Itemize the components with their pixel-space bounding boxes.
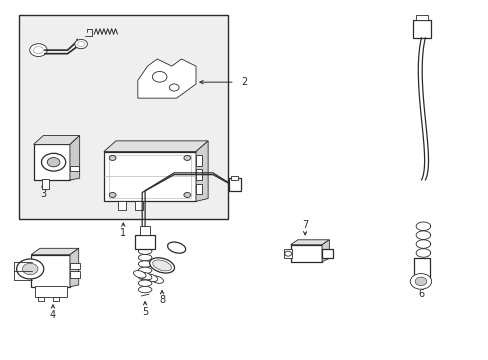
Ellipse shape xyxy=(138,255,152,261)
Text: 6: 6 xyxy=(418,289,424,299)
Bar xyxy=(35,286,66,297)
Polygon shape xyxy=(31,248,79,255)
Bar xyxy=(196,155,202,166)
Bar xyxy=(19,14,227,219)
Ellipse shape xyxy=(149,258,174,273)
Circle shape xyxy=(30,44,47,57)
Polygon shape xyxy=(322,240,329,262)
Bar xyxy=(322,249,332,258)
Bar xyxy=(135,235,155,249)
Ellipse shape xyxy=(138,248,152,255)
Bar xyxy=(135,201,142,210)
Circle shape xyxy=(109,156,116,161)
Bar xyxy=(118,201,125,210)
Circle shape xyxy=(41,153,65,171)
Circle shape xyxy=(75,40,87,49)
Bar xyxy=(39,297,44,301)
Circle shape xyxy=(183,156,190,161)
Circle shape xyxy=(17,259,44,279)
Polygon shape xyxy=(290,240,329,245)
Bar xyxy=(108,155,191,198)
Circle shape xyxy=(183,193,190,197)
Bar xyxy=(53,297,59,301)
Text: 2: 2 xyxy=(241,77,247,87)
Ellipse shape xyxy=(145,274,157,282)
Ellipse shape xyxy=(151,276,163,283)
Circle shape xyxy=(409,274,431,289)
Bar xyxy=(413,258,429,280)
Circle shape xyxy=(414,277,426,286)
Text: 1: 1 xyxy=(120,228,126,238)
Ellipse shape xyxy=(138,280,152,287)
Circle shape xyxy=(169,84,179,91)
Bar xyxy=(284,249,291,258)
Bar xyxy=(70,271,80,278)
Bar xyxy=(196,169,202,180)
Bar xyxy=(103,152,196,201)
Circle shape xyxy=(47,158,60,167)
Ellipse shape xyxy=(138,274,152,280)
Circle shape xyxy=(34,46,43,54)
Ellipse shape xyxy=(133,271,146,278)
Bar xyxy=(31,255,70,287)
Ellipse shape xyxy=(152,260,171,271)
Ellipse shape xyxy=(167,242,185,253)
Ellipse shape xyxy=(139,273,152,280)
Text: 4: 4 xyxy=(50,310,56,320)
Bar xyxy=(70,166,79,171)
Bar xyxy=(412,20,430,38)
Circle shape xyxy=(152,72,166,82)
Text: 5: 5 xyxy=(142,307,148,317)
Bar xyxy=(230,176,238,180)
Bar xyxy=(415,14,427,20)
Ellipse shape xyxy=(138,287,152,293)
Bar xyxy=(228,178,240,191)
Bar xyxy=(196,184,202,194)
Ellipse shape xyxy=(138,267,152,274)
Polygon shape xyxy=(103,141,208,152)
Bar xyxy=(290,245,322,262)
Circle shape xyxy=(284,251,291,256)
Bar xyxy=(34,144,70,180)
Polygon shape xyxy=(138,59,196,98)
Text: 8: 8 xyxy=(159,295,165,305)
Polygon shape xyxy=(70,135,80,180)
Ellipse shape xyxy=(138,261,152,267)
Polygon shape xyxy=(34,135,80,144)
Bar xyxy=(70,262,80,269)
Bar xyxy=(42,179,49,189)
Bar xyxy=(140,226,150,235)
Circle shape xyxy=(22,263,38,275)
Text: 3: 3 xyxy=(40,189,46,198)
Polygon shape xyxy=(70,248,79,287)
Circle shape xyxy=(109,193,116,197)
Text: 7: 7 xyxy=(302,220,307,230)
Circle shape xyxy=(78,42,84,46)
Polygon shape xyxy=(196,141,208,201)
